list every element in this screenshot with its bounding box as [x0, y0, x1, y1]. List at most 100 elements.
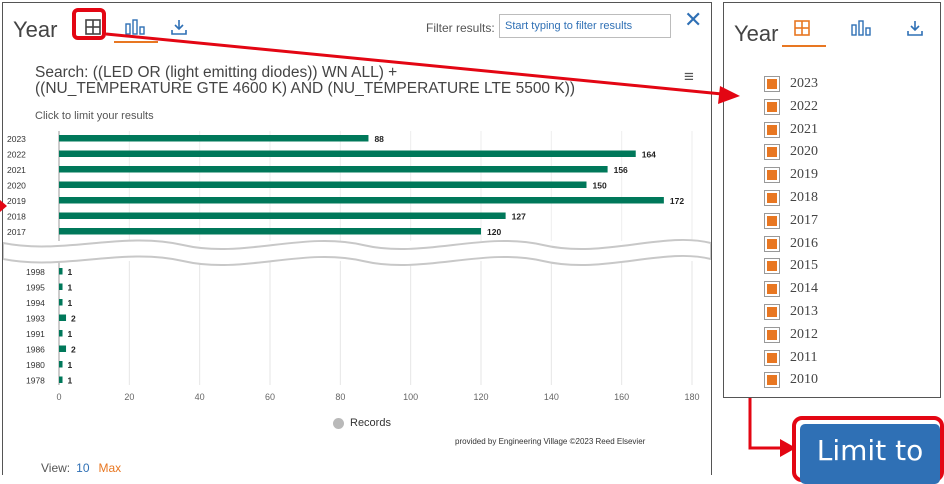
- data-label: 2: [71, 345, 76, 355]
- y-tick-label: 2021: [7, 165, 26, 175]
- year-option-2015[interactable]: 2015: [764, 256, 818, 276]
- checkbox-fill: [767, 375, 777, 386]
- year-label: 2011: [790, 349, 818, 365]
- year-checkbox[interactable]: [764, 258, 780, 275]
- limit-to-button[interactable]: Limit to: [800, 424, 940, 484]
- view-label: View:: [41, 461, 71, 475]
- checkbox-fill: [767, 147, 777, 158]
- view-option-10[interactable]: 10: [76, 461, 90, 475]
- checkbox-fill: [767, 101, 777, 112]
- year-checkbox[interactable]: [764, 76, 780, 92]
- active-tab-underline: [782, 45, 826, 47]
- bar: [59, 150, 636, 157]
- year-checkbox[interactable]: [764, 144, 780, 161]
- year-label: 2021: [790, 121, 818, 137]
- bar: [59, 283, 63, 290]
- x-tick-label: 120: [473, 392, 488, 402]
- x-tick-label: 80: [335, 392, 345, 402]
- y-tick-label: 2023: [7, 134, 26, 144]
- year-checkbox[interactable]: [764, 121, 780, 138]
- year-option-2022[interactable]: 2022: [764, 97, 818, 117]
- year-label: 2010: [790, 372, 818, 388]
- checkbox-fill: [767, 193, 777, 203]
- year-option-2023[interactable]: 2023: [764, 74, 818, 94]
- click-to-limit-hint: Click to limit your results: [35, 110, 154, 122]
- x-tick-label: 180: [684, 392, 699, 402]
- checkbox-fill: [767, 352, 777, 363]
- data-label: 172: [670, 196, 684, 206]
- x-tick-label: 160: [614, 392, 629, 402]
- year-option-2012[interactable]: 2012: [764, 325, 818, 345]
- bar-chart-icon[interactable]: [850, 17, 872, 39]
- x-tick-label: 140: [544, 392, 559, 402]
- year-label: 2014: [790, 281, 818, 297]
- data-label: 120: [487, 227, 501, 237]
- year-checkbox[interactable]: [764, 304, 780, 320]
- checkbox-fill: [767, 284, 777, 295]
- y-tick-label: 2020: [7, 181, 26, 191]
- y-tick-label: 1993: [26, 314, 45, 324]
- year-label: 2015: [790, 258, 818, 274]
- legend-dot: [333, 417, 344, 429]
- panel-title-right: Year: [734, 21, 779, 46]
- checkbox-fill: [767, 170, 777, 181]
- year-option-2014[interactable]: 2014: [764, 279, 818, 299]
- year-option-2019[interactable]: 2019: [764, 165, 818, 185]
- data-label: 1: [68, 283, 73, 293]
- year-checkbox[interactable]: [764, 167, 780, 184]
- year-checkbox[interactable]: [764, 235, 780, 252]
- bar: [59, 166, 608, 173]
- year-checkbox[interactable]: [764, 190, 780, 206]
- year-option-2021[interactable]: 2021: [764, 120, 818, 140]
- grid-icon-highlight: [72, 8, 106, 40]
- checkbox-fill: [767, 238, 777, 249]
- checkbox-fill: [767, 329, 777, 340]
- bar: [59, 314, 67, 321]
- view-option-max[interactable]: Max: [98, 461, 122, 475]
- y-tick-label: 1994: [26, 298, 45, 308]
- arrow-to-limit: [748, 398, 782, 450]
- year-bar-chart: 0 20 40 60 80 100 120 140 160 180 2023 88 2022 164 202…: [3, 131, 711, 402]
- year-label: 2012: [790, 326, 818, 342]
- checkbox-fill: [767, 215, 777, 226]
- bar: [59, 197, 664, 204]
- year-checkbox[interactable]: [764, 281, 780, 298]
- year-checkbox[interactable]: [764, 326, 780, 343]
- year-list-panel: Year 2023 2022 2021 2020 2019 2018 2017 2016 201…: [723, 2, 941, 398]
- year-checkbox[interactable]: [764, 349, 780, 366]
- checkbox-fill: [767, 307, 777, 317]
- year-option-2010[interactable]: 2010: [764, 370, 818, 390]
- checkbox-fill: [767, 79, 777, 89]
- year-label: 2018: [790, 190, 818, 205]
- year-checkbox[interactable]: [764, 212, 780, 229]
- y-tick-label: 1991: [26, 329, 45, 339]
- year-option-2018[interactable]: 2018: [764, 188, 818, 208]
- y-tick-label: 1986: [26, 345, 45, 355]
- bar: [59, 181, 587, 188]
- year-option-2013[interactable]: 2013: [764, 302, 818, 322]
- x-tick-label: 60: [265, 392, 275, 402]
- year-checkbox[interactable]: [764, 98, 780, 115]
- y-tick-label: 2022: [7, 150, 26, 160]
- data-label: 1: [68, 360, 73, 370]
- bar: [59, 268, 63, 275]
- year-option-2011[interactable]: 2011: [764, 348, 817, 368]
- year-label: 2016: [790, 235, 818, 251]
- year-option-2020[interactable]: 2020: [764, 142, 818, 162]
- chart-legend[interactable]: Records: [333, 417, 391, 429]
- y-tick-label: 1995: [26, 283, 45, 293]
- year-option-2017[interactable]: 2017: [764, 211, 818, 231]
- grid-icon[interactable]: [81, 15, 105, 39]
- data-label: 164: [642, 150, 656, 160]
- year-label: 2020: [790, 144, 818, 160]
- grid-icon[interactable]: [791, 17, 813, 39]
- close-icon[interactable]: ✕: [684, 7, 703, 32]
- year-option-2016[interactable]: 2016: [764, 234, 818, 254]
- data-label: 1: [68, 267, 73, 277]
- download-icon[interactable]: [904, 17, 926, 39]
- year-label: 2022: [790, 98, 818, 114]
- year-checkbox[interactable]: [764, 372, 780, 389]
- y-tick-label: 2017: [7, 227, 26, 237]
- panel-title: Year: [13, 17, 58, 42]
- filter-label: Filter results:: [426, 21, 495, 35]
